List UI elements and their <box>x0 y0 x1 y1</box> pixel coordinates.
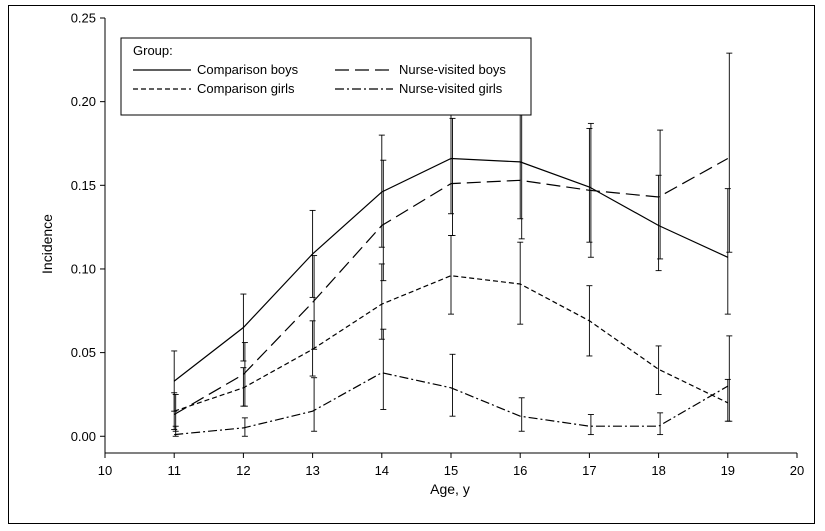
series-comparison-boys <box>171 101 731 412</box>
x-tick-label: 20 <box>790 463 804 478</box>
series-layer <box>171 52 733 437</box>
y-tick-label: 0.10 <box>71 261 96 276</box>
x-tick-label: 12 <box>236 463 250 478</box>
series-line <box>173 157 729 416</box>
legend-label: Comparison girls <box>197 81 295 96</box>
y-tick-label: 0.15 <box>71 178 96 193</box>
legend-box <box>120 37 532 116</box>
x-tick-label: 18 <box>651 463 665 478</box>
x-tick-label: 17 <box>582 463 596 478</box>
series-line <box>174 275 729 412</box>
legend-label: Comparison boys <box>197 62 299 77</box>
x-tick-label: 10 <box>98 463 112 478</box>
x-tick-label: 14 <box>375 463 389 478</box>
x-tick-label: 16 <box>513 463 527 478</box>
legend-label: Nurse-visited girls <box>399 81 503 96</box>
y-axis-title: Incidence <box>39 214 55 274</box>
legend-label: Nurse-visited boys <box>399 62 506 77</box>
legend-title: Group: <box>133 43 173 58</box>
series-nurse-visited-boys <box>172 52 733 432</box>
x-tick-label: 15 <box>444 463 458 478</box>
y-tick-label: 0.00 <box>71 429 96 444</box>
x-tick-label: 11 <box>167 463 181 478</box>
y-tick-label: 0.05 <box>71 345 96 360</box>
legend: Group: Comparison boys Nurse-visited boys C… <box>120 37 532 116</box>
y-tick-label: 0.20 <box>71 94 96 109</box>
x-tick-label: 13 <box>305 463 319 478</box>
series-comparison-girls <box>171 235 731 431</box>
y-tick-label: 0.25 <box>71 11 96 26</box>
x-axis-title: Age, y <box>430 481 470 497</box>
chart-frame <box>8 5 815 524</box>
x-tick-label: 19 <box>721 463 735 478</box>
axes: 0.00 0.05 0.10 0.15 0.20 0.25 10 11 12 13 14 15 16 17… <box>71 11 805 479</box>
series-line <box>174 372 729 436</box>
series-nurse-visited-girls <box>172 328 733 437</box>
series-line <box>173 157 729 382</box>
